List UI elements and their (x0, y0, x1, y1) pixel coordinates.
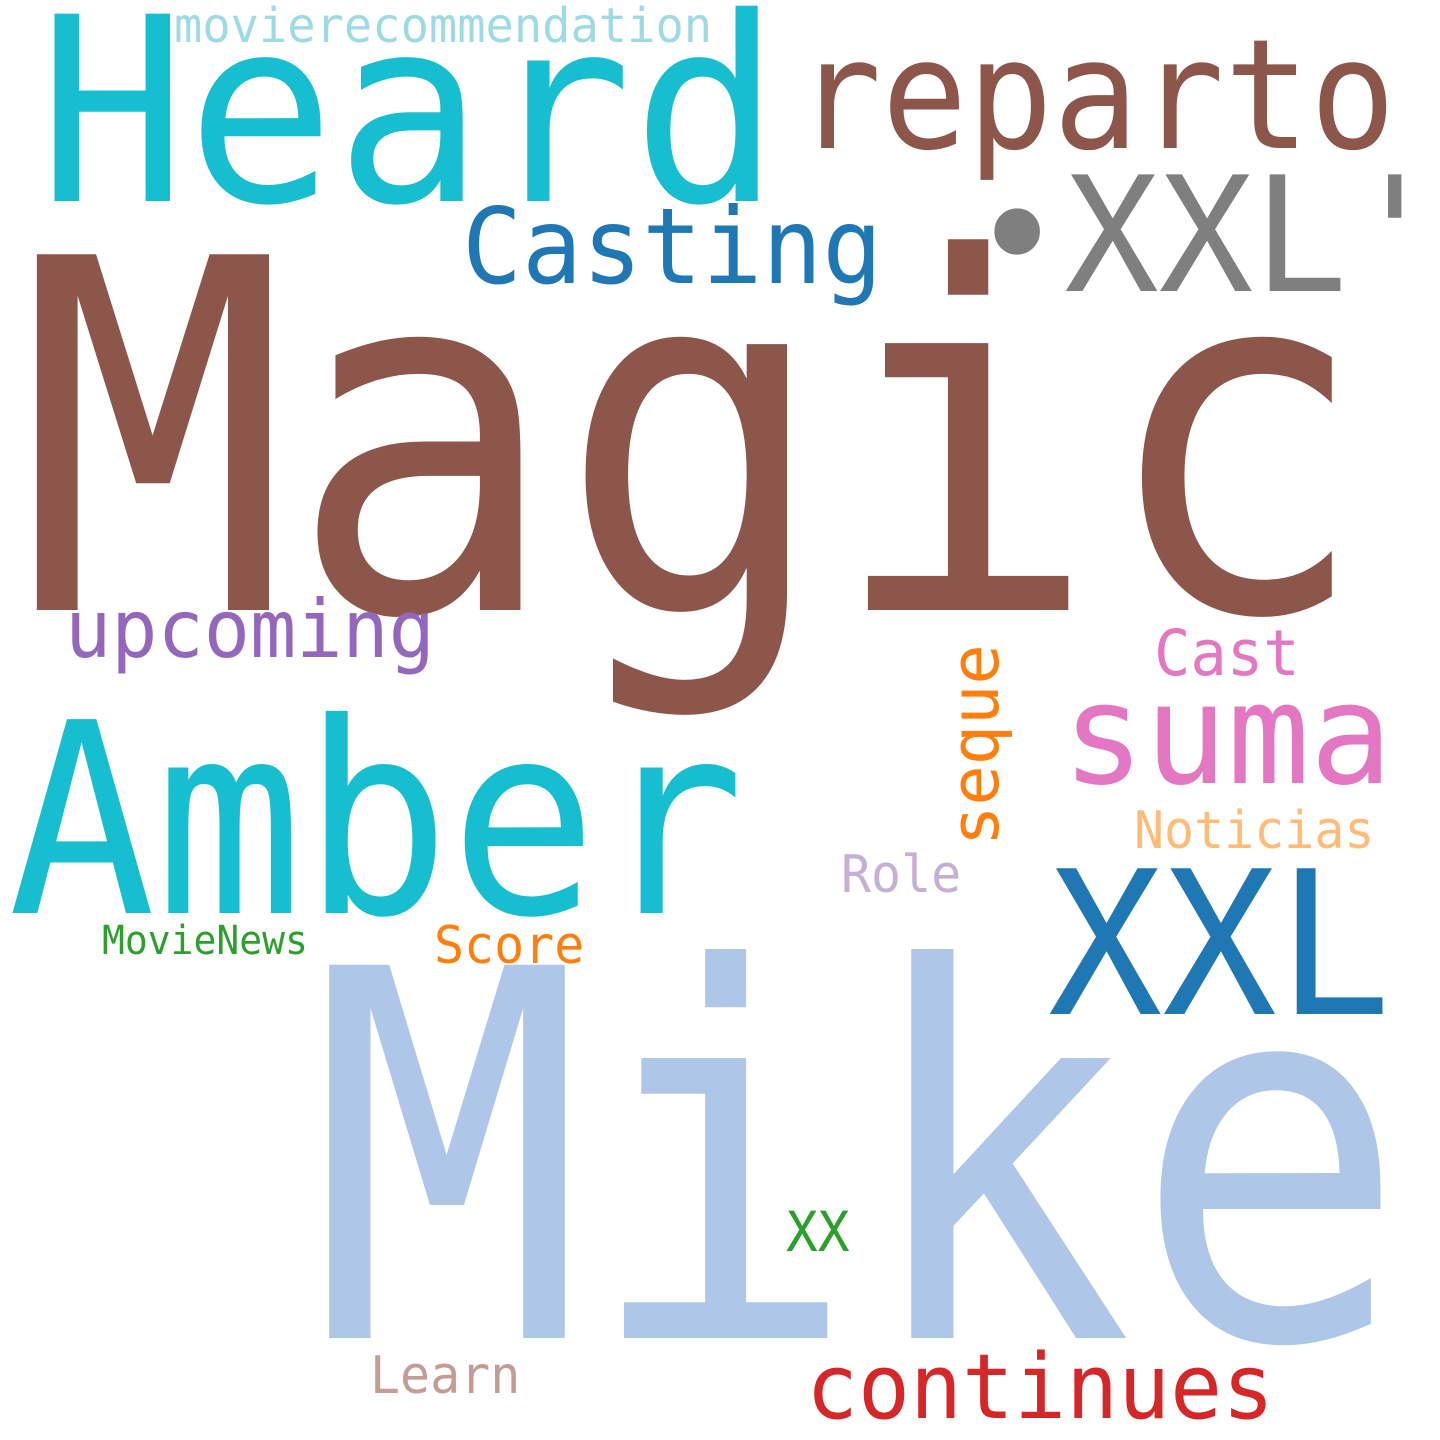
word-cast: Cast (1154, 617, 1300, 690)
word-heard: Heard (38, 0, 781, 262)
word-score: Score (434, 916, 585, 976)
word-upcoming: upcoming (65, 583, 435, 676)
word-reparto: reparto (796, 7, 1396, 185)
word-continues: continues (806, 1335, 1275, 1440)
word-amber: Amber (8, 666, 745, 976)
word-magic: Magic (18, 158, 1370, 726)
word-suma: suma (1062, 654, 1393, 817)
word-xx: XX (786, 1200, 850, 1264)
word-casting: Casting (462, 186, 883, 308)
word-movienews: MovieNews (102, 918, 308, 964)
word-mike: Mike (310, 863, 1408, 1440)
word-xxl: XXL (1048, 829, 1392, 1062)
word-learn: Learn (370, 1346, 521, 1406)
word-movierecommendation: movierecommendation (174, 0, 713, 54)
word-xxl-quoted: •XXL' (970, 142, 1440, 329)
word-role: Role (841, 845, 962, 905)
word-noticias: Noticias (1134, 801, 1375, 861)
word-seque: seque (936, 644, 1014, 846)
